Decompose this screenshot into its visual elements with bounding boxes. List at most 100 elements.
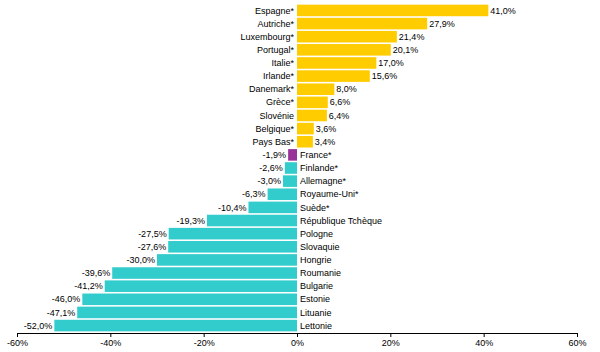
bar: [285, 162, 297, 174]
category-label: Autriche*: [257, 19, 294, 29]
tick-mark: [297, 333, 298, 337]
category-label: Luxembourg*: [240, 32, 294, 42]
category-label: République Tchèque: [300, 216, 382, 226]
labels: Espagne*Autriche*Luxembourg*Portugal*Ita…: [24, 6, 516, 331]
tick-label: -40%: [100, 338, 121, 348]
tick-mark: [17, 333, 18, 337]
data-label: -10,4%: [218, 203, 247, 213]
category-label: France*: [300, 150, 332, 160]
bar: [288, 149, 297, 161]
axis-line: [18, 334, 578, 338]
bar: [297, 123, 314, 135]
bar: [207, 215, 297, 227]
tick-mark: [484, 333, 485, 337]
data-label: 17,0%: [378, 58, 404, 68]
tick: -40%: [100, 333, 121, 348]
data-label: -1,9%: [263, 150, 287, 160]
data-label: 3,4%: [315, 137, 336, 147]
category-label: Belgique*: [255, 124, 294, 134]
category-label: Slovénie: [259, 111, 294, 121]
bar: [297, 31, 397, 43]
category-label: Slovaquie: [300, 242, 340, 252]
bar: [112, 267, 297, 279]
data-label: 6,6%: [330, 97, 351, 107]
bar: [283, 175, 297, 187]
category-label: Finlande*: [300, 163, 339, 173]
category-label: Lettonie: [300, 321, 332, 331]
category-label: Estonie: [300, 294, 330, 304]
tick-mark: [390, 333, 391, 337]
category-label: Suède*: [300, 203, 330, 213]
category-label: Allemagne*: [300, 176, 347, 186]
bar: [169, 228, 297, 240]
tick-mark: [110, 333, 111, 337]
category-label: Espagne*: [255, 6, 295, 16]
data-label: -47,1%: [47, 308, 76, 318]
bar: [297, 5, 488, 17]
tick-mark: [204, 333, 205, 337]
bar: [157, 254, 297, 266]
data-label: 3,6%: [316, 124, 337, 134]
data-label: 21,4%: [399, 32, 425, 42]
plot: Espagne*Autriche*Luxembourg*Portugal*Ita…: [7, 5, 587, 349]
category-label: Irlande*: [263, 71, 295, 81]
category-label: Lituanie: [300, 308, 332, 318]
bar: [77, 307, 297, 319]
tick-label: -20%: [194, 338, 215, 348]
tick: 20%: [382, 333, 400, 348]
data-label: -3,0%: [257, 176, 281, 186]
bar: [268, 188, 297, 200]
tick-mark: [577, 333, 578, 337]
bar: [297, 44, 391, 56]
bar: [297, 110, 327, 122]
bar: [105, 280, 297, 292]
data-label: -41,2%: [74, 281, 103, 291]
data-label: 6,4%: [329, 111, 350, 121]
data-label: -19,3%: [176, 216, 205, 226]
bar: [297, 136, 313, 148]
category-label: Pays Bas*: [252, 137, 294, 147]
data-label: 20,1%: [393, 45, 419, 55]
data-label: 15,6%: [372, 71, 398, 81]
tick-label: 0%: [291, 338, 304, 348]
bar: [168, 241, 297, 253]
data-label: 8,0%: [336, 84, 357, 94]
data-label: 41,0%: [490, 6, 516, 16]
bar: [248, 202, 297, 214]
tick: 0%: [291, 333, 304, 348]
category-label: Royaume-Uni*: [300, 189, 359, 199]
tick: 40%: [475, 333, 493, 348]
category-label: Pologne: [300, 229, 333, 239]
tick: -20%: [194, 333, 215, 348]
category-label: Roumanie: [300, 268, 341, 278]
data-label: -27,6%: [138, 242, 167, 252]
data-label: -2,6%: [259, 163, 283, 173]
bars: [54, 5, 488, 332]
data-label: -39,6%: [82, 268, 111, 278]
bar: [297, 83, 334, 95]
tick: -60%: [7, 333, 28, 348]
chart: Espagne*Autriche*Luxembourg*Portugal*Ita…: [0, 0, 600, 352]
bar: [297, 97, 328, 109]
bar: [297, 70, 370, 82]
data-label: -46,0%: [52, 294, 81, 304]
tick-label: 60%: [568, 338, 586, 348]
bar: [54, 320, 297, 332]
bar: [297, 57, 376, 69]
tick-label: 20%: [382, 338, 400, 348]
category-label: Bulgarie: [300, 281, 333, 291]
tick-label: -60%: [7, 338, 28, 348]
category-label: Grèce*: [266, 97, 295, 107]
bar: [82, 294, 297, 306]
bar: [297, 18, 427, 30]
category-label: Danemark*: [249, 84, 295, 94]
tick-label: 40%: [475, 338, 493, 348]
data-label: -6,3%: [242, 189, 266, 199]
category-label: Hongrie: [300, 255, 332, 265]
category-label: Portugal*: [257, 45, 295, 55]
data-label: -52,0%: [24, 321, 53, 331]
data-label: -30,0%: [126, 255, 155, 265]
data-label: 27,9%: [429, 19, 455, 29]
x-axis: -60% -40% -20% 0% 20% 40% 60%: [7, 333, 587, 348]
data-label: -27,5%: [138, 229, 167, 239]
